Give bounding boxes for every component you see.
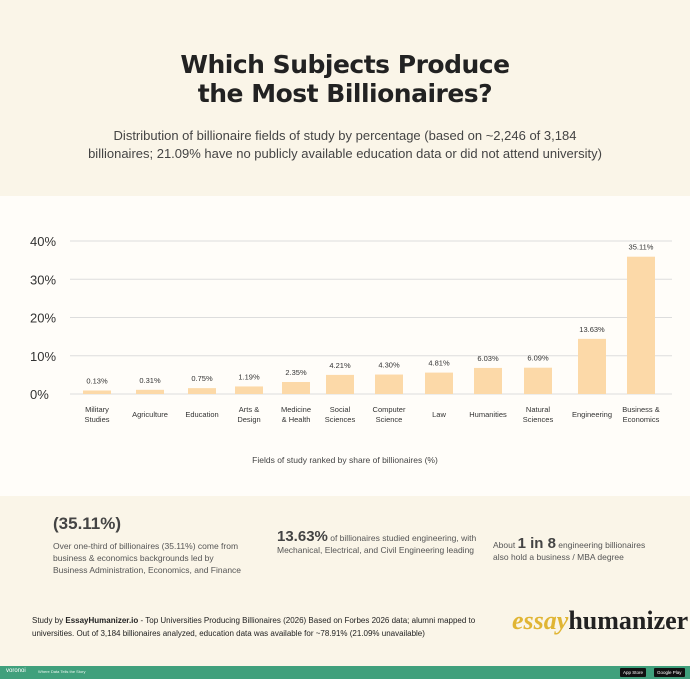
data-label: 2.35% bbox=[285, 368, 307, 377]
voronoi-logo[interactable]: voronoi bbox=[6, 668, 26, 674]
bar bbox=[282, 382, 310, 394]
fact-mba-value: 1 in 8 bbox=[517, 535, 556, 552]
x-tick-label: Humanities bbox=[469, 410, 507, 419]
bar bbox=[474, 367, 502, 394]
x-tick-label: Natural Sciences bbox=[523, 405, 554, 424]
x-tick-label: Law bbox=[432, 410, 446, 419]
x-tick-label: Military Studies bbox=[84, 405, 109, 424]
footer-bar: voronoi Where Data Tells the Story App S… bbox=[0, 666, 690, 679]
fact-business: (35.11%) Over one-third of billionaires … bbox=[53, 514, 243, 576]
bar bbox=[524, 367, 552, 394]
bar bbox=[326, 374, 354, 394]
header: Which Subjects Produce the Most Billionai… bbox=[0, 0, 690, 196]
y-tick-label: 20% bbox=[30, 311, 56, 326]
app-store-badge[interactable]: App Store bbox=[620, 668, 647, 677]
footer-tagline: Where Data Tells the Story bbox=[38, 669, 86, 674]
page-title: Which Subjects Produce the Most Billionai… bbox=[0, 50, 690, 108]
google-play-badge[interactable]: Google Play bbox=[654, 668, 685, 677]
logo-part-2: humanizer bbox=[568, 606, 689, 635]
essayhumanizer-logo: essayhumanizer bbox=[512, 606, 688, 636]
bar bbox=[578, 338, 606, 394]
x-tick-label: Agriculture bbox=[132, 410, 168, 419]
data-label: 6.09% bbox=[527, 354, 549, 363]
logo-part-1: essay bbox=[512, 606, 569, 635]
x-tick-label: Engineering bbox=[572, 410, 612, 419]
data-label: 0.31% bbox=[139, 376, 161, 385]
data-label: 35.11% bbox=[629, 243, 654, 252]
x-axis-title: Fields of study ranked by share of billi… bbox=[252, 455, 438, 465]
fact-engineering: 13.63% of billionaires studied engineeri… bbox=[277, 528, 477, 556]
data-label: 4.30% bbox=[378, 361, 400, 370]
chart-panel bbox=[0, 196, 690, 496]
y-tick-label: 40% bbox=[30, 234, 56, 249]
data-label: 6.03% bbox=[477, 354, 499, 363]
x-tick-label: Computer Science bbox=[373, 405, 406, 424]
fact-engineering-text: of billionaires studied engineering, wit… bbox=[277, 533, 477, 555]
y-tick-label: 30% bbox=[30, 272, 56, 287]
y-tick-label: 10% bbox=[30, 349, 56, 364]
facts-section: (35.11%) Over one-third of billionaires … bbox=[0, 496, 690, 666]
x-tick-label: Medicine & Health bbox=[281, 405, 311, 424]
bar bbox=[83, 390, 111, 394]
bar bbox=[136, 389, 164, 394]
bar bbox=[627, 256, 655, 394]
subtitle: Distribution of billionaire fields of st… bbox=[88, 128, 602, 161]
bar bbox=[425, 372, 453, 394]
fact-engineering-value: 13.63% bbox=[277, 528, 328, 545]
source-brand-link[interactable]: EssayHumanizer.io bbox=[65, 616, 139, 625]
source-note: Study by EssayHumanizer.io - Top Univers… bbox=[32, 614, 482, 640]
bar bbox=[188, 388, 216, 394]
x-tick-label: Arts & Design bbox=[237, 405, 260, 424]
bar-chart: 0% 10% 20% 30% 40% 0.13% Military Studies 0.31% A… bbox=[30, 234, 672, 465]
bar bbox=[235, 386, 263, 394]
data-label: 1.19% bbox=[238, 372, 260, 381]
title-line-2: the Most Billionaires? bbox=[197, 79, 493, 108]
bar bbox=[375, 374, 403, 394]
x-tick-label: Social Sciences bbox=[325, 405, 356, 424]
source-text: - Top Universities Producing Billionaire… bbox=[32, 616, 476, 638]
fact-mba: About 1 in 8 engineering billionaires al… bbox=[493, 535, 653, 563]
data-label: 4.21% bbox=[329, 361, 351, 370]
fact-mba-text: engineering billionaires also hold a bus… bbox=[493, 540, 646, 562]
source-prefix: Study by bbox=[32, 616, 66, 625]
data-label: 13.63% bbox=[579, 325, 605, 334]
y-tick-label: 0% bbox=[30, 387, 49, 402]
data-label: 0.13% bbox=[86, 377, 108, 386]
x-tick-label: Education bbox=[185, 410, 218, 419]
fact-business-text: Over one-third of billionaires (35.11%) … bbox=[53, 541, 242, 575]
x-tick-label: Business & Economics bbox=[622, 405, 660, 424]
fact-business-value: (35.11%) bbox=[53, 514, 122, 533]
title-line-1: Which Subjects Produce bbox=[180, 50, 510, 79]
data-label: 4.81% bbox=[428, 359, 450, 368]
fact-mba-prefix: About bbox=[493, 540, 518, 550]
data-label: 0.75% bbox=[191, 374, 213, 383]
